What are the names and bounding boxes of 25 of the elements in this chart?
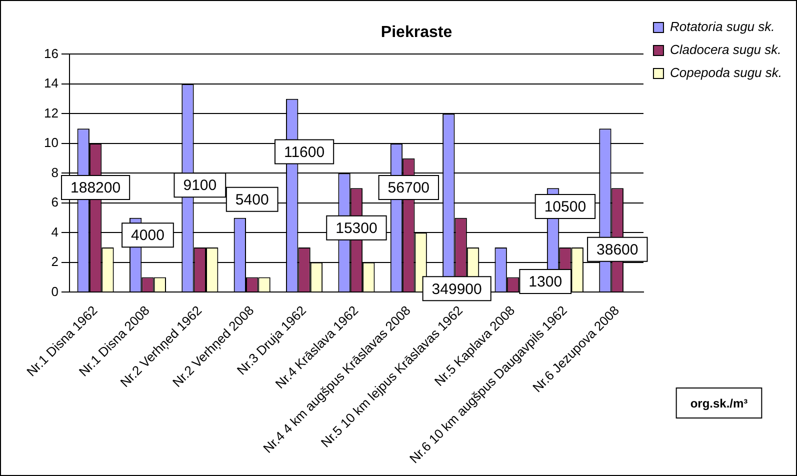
- y-tick-label: 10: [44, 135, 58, 150]
- y-tick-label: 4: [51, 224, 58, 240]
- annotation: 11600: [284, 144, 325, 161]
- annotation: 4000: [131, 227, 164, 244]
- annotation: 1300: [528, 274, 562, 291]
- annotation: 15300: [336, 220, 378, 238]
- chart-title: Piekraste: [380, 24, 452, 42]
- legend-label: Cladocera sugu sk.: [670, 42, 782, 58]
- annotation: 5400: [235, 192, 269, 209]
- legend-label: Rotatoria sugu sk.: [670, 19, 775, 34]
- annotation: 188200: [70, 180, 121, 197]
- annotation: 9100: [183, 177, 217, 194]
- annotation: 349900: [432, 280, 482, 298]
- y-tick-label: 0: [51, 284, 58, 299]
- y-tick-label: 16: [44, 46, 58, 61]
- y-tick-label: 6: [51, 194, 58, 210]
- y-tick-label: 2: [51, 254, 58, 270]
- annotation: 56700: [388, 180, 430, 197]
- annotation: 10500: [544, 198, 586, 216]
- y-tick-label: 14: [44, 76, 58, 91]
- y-tick-label: 8: [51, 164, 58, 180]
- legend-label: Copepoda sugu sk.: [670, 65, 782, 80]
- text: org.sk./m³: [690, 396, 748, 410]
- y-tick-label: 12: [44, 105, 58, 120]
- annotation: 38600: [596, 241, 638, 258]
